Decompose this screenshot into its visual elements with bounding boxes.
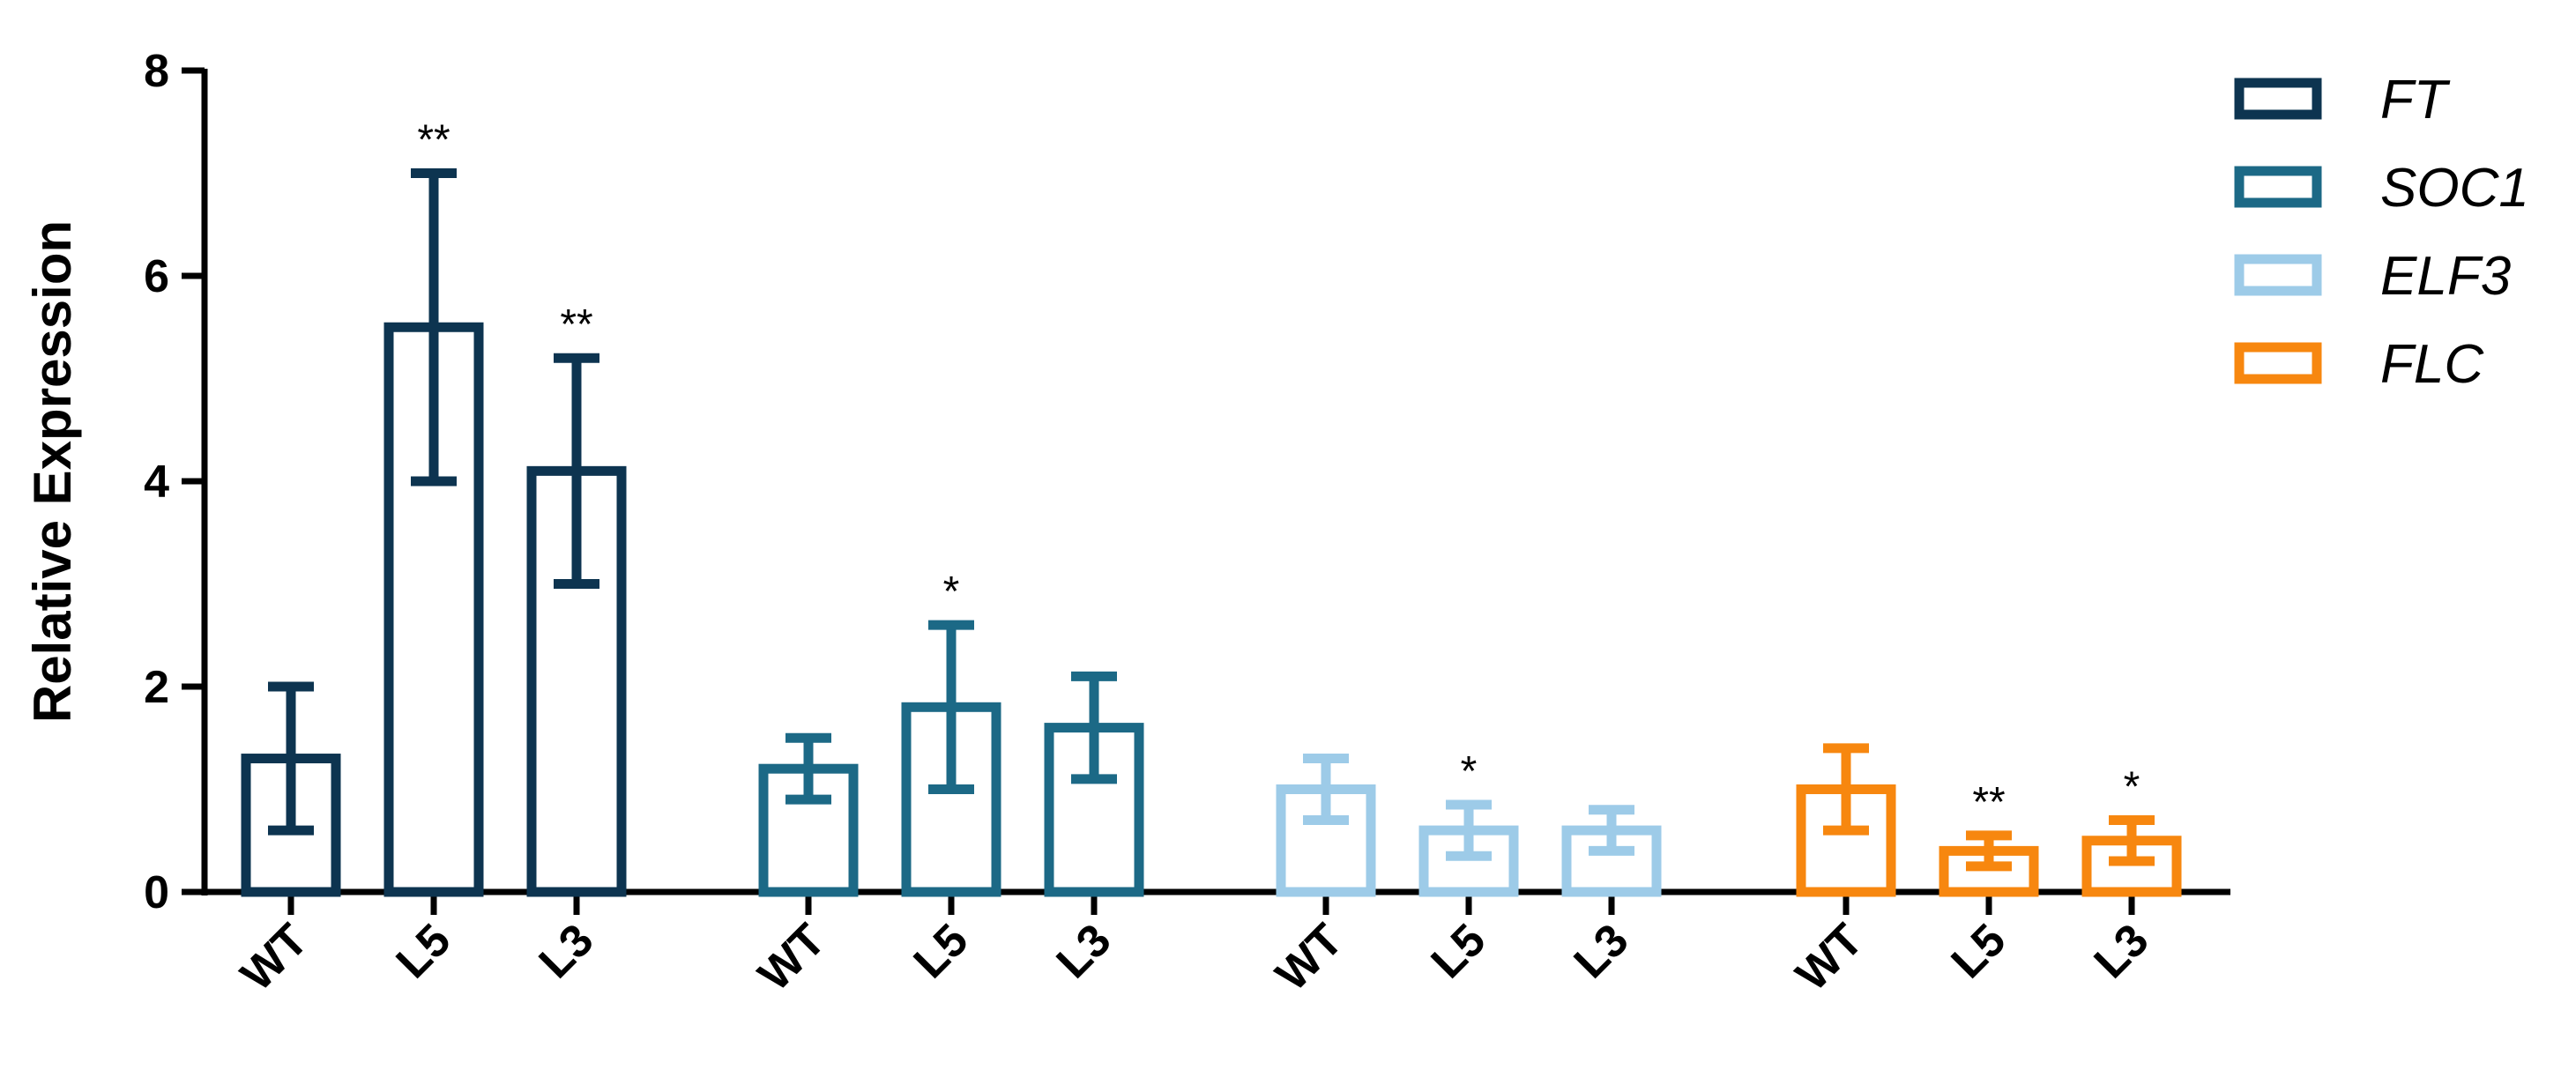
x-tick-label-wt: WT (1786, 914, 1872, 1000)
x-tick-label-l3: L3 (530, 914, 604, 988)
significance-label: * (1461, 748, 1478, 795)
y-tick-label: 6 (144, 251, 169, 302)
legend-item-ft: FT (2234, 70, 2451, 130)
legend-label: FT (2380, 70, 2451, 130)
series-group-flc: ** * (1796, 743, 2182, 897)
x-tick-label-l5: L5 (1942, 914, 2016, 988)
legend-item-flc: FLC (2234, 334, 2484, 395)
significance-label: ** (417, 117, 450, 164)
legend: FT SOC1 ELF3 FLC (2234, 70, 2529, 395)
x-tick-label-l3: L3 (1047, 914, 1121, 988)
legend-swatch (2234, 166, 2322, 208)
x-tick-label-l5: L5 (905, 914, 979, 988)
series-group-ft: ** ** (241, 117, 627, 897)
series-group-elf3: * (1276, 748, 1662, 897)
x-tick-label-l5: L5 (1422, 914, 1496, 988)
significance-label: * (2124, 763, 2140, 810)
legend-swatch (2234, 78, 2322, 120)
x-tick-labels: WT L5 L3 WT L5 L3 WT L5 L3 WT L5 L3 (231, 914, 2158, 1000)
bars: ******** * (241, 117, 2182, 897)
x-tick-label-wt: WT (748, 914, 835, 1000)
y-axis-title: Relative Expression (23, 220, 82, 723)
x-tick-label-wt: WT (1266, 914, 1352, 1000)
x-tick-label-l5: L5 (387, 914, 461, 988)
significance-label: ** (1972, 779, 2005, 826)
x-tick-label-l3: L3 (1565, 914, 1639, 988)
y-tick-label: 4 (144, 457, 169, 508)
series-group-soc1: * (758, 568, 1144, 897)
bar-elf3-l3 (1561, 825, 1662, 897)
legend-item-soc1: SOC1 (2234, 158, 2529, 219)
significance-label: ** (560, 301, 592, 348)
legend-label: FLC (2380, 334, 2484, 395)
legend-label: ELF3 (2380, 246, 2511, 307)
legend-label: SOC1 (2380, 158, 2529, 219)
y-tick-label: 8 (144, 46, 169, 97)
x-tick-label-wt: WT (231, 914, 317, 1000)
legend-item-elf3: ELF3 (2234, 246, 2511, 307)
legend-swatch (2234, 342, 2322, 384)
y-tick-label: 2 (144, 662, 169, 713)
x-tick-label-l3: L3 (2085, 914, 2159, 988)
significance-label: * (943, 568, 960, 615)
legend-swatch (2234, 254, 2322, 296)
y-tick-label: 0 (144, 867, 169, 918)
